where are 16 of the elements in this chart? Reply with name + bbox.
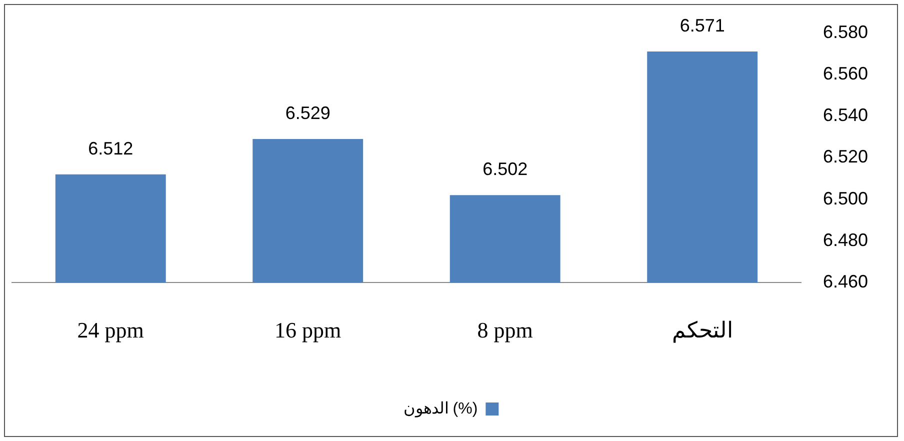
- x-tick-label: 8 ppm: [477, 318, 533, 343]
- data-label: 6.529: [285, 102, 330, 123]
- y-tick-label: 6.500: [822, 188, 868, 208]
- y-tick-label: 6.480: [822, 230, 868, 250]
- x-tick-label: التحكم: [672, 318, 733, 344]
- y-tick-label: 6.580: [822, 22, 868, 42]
- x-tick-label: 24 ppm: [77, 318, 144, 343]
- y-tick-label: 6.460: [822, 272, 868, 292]
- data-label: 6.571: [680, 16, 725, 36]
- x-tick-label: 16 ppm: [274, 318, 342, 343]
- y-tick-label: 6.560: [822, 63, 868, 84]
- data-label: 6.502: [482, 159, 528, 180]
- y-tick-label: 6.520: [822, 146, 868, 167]
- y-tick-label: 6.540: [822, 105, 868, 126]
- legend-label: الدهون (%): [403, 400, 478, 418]
- data-label: 6.512: [88, 138, 134, 158]
